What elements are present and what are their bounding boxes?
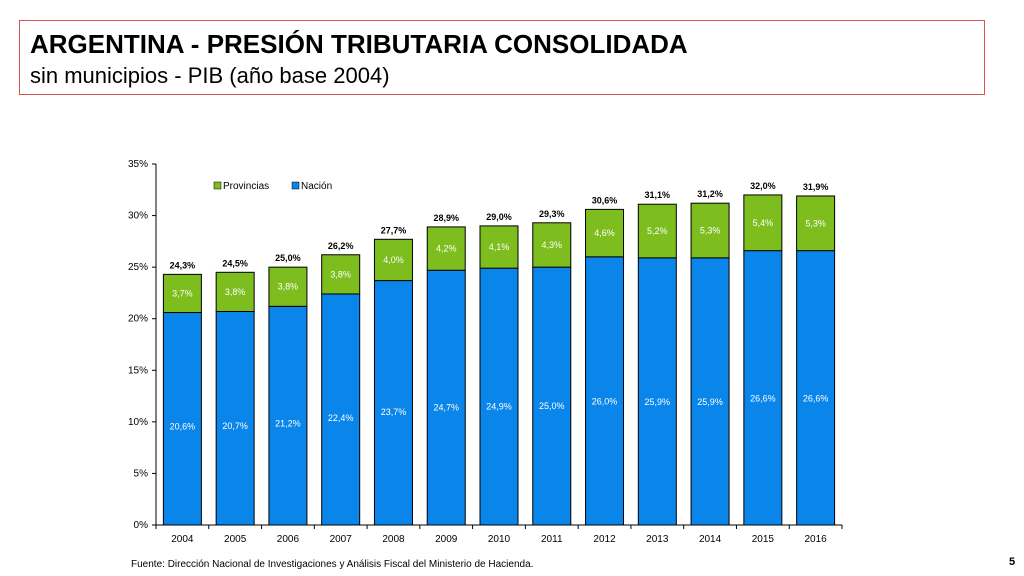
bar-provincias — [532, 222, 572, 268]
data-label-total: 29,0% — [486, 212, 512, 222]
bar-nacion — [162, 312, 202, 526]
bar-provincias — [796, 195, 836, 252]
bar-nacion — [796, 250, 836, 526]
x-tick-label: 2006 — [277, 534, 300, 545]
data-label-nacion: 21,2% — [275, 419, 301, 429]
data-label-total: 30,6% — [592, 195, 618, 205]
bar-provincias — [585, 208, 625, 258]
x-tick-label: 2016 — [804, 534, 827, 545]
legend-swatch-nacion — [291, 181, 300, 190]
x-tick-label: 2011 — [541, 534, 563, 545]
source-note: Fuente: Dirección Nacional de Investigac… — [131, 559, 534, 570]
data-label-provincias: 5,3% — [700, 226, 721, 236]
bar-provincias — [479, 225, 519, 269]
data-label-nacion: 23,7% — [381, 407, 407, 417]
data-label-provincias: 4,1% — [489, 242, 510, 252]
data-label-nacion: 26,6% — [750, 394, 776, 404]
bar-provincias — [321, 254, 361, 295]
bar-provincias — [690, 202, 730, 259]
data-label-total: 24,3% — [170, 260, 196, 270]
data-label-provincias: 4,2% — [436, 244, 457, 254]
bar-provincias — [426, 226, 466, 271]
data-label-total: 28,9% — [433, 213, 459, 223]
data-label-provincias: 3,8% — [225, 287, 246, 297]
bar-nacion — [743, 250, 783, 526]
bar-provincias — [162, 273, 202, 314]
data-label-total: 32,0% — [750, 181, 776, 191]
legend-label-nacion: Nación — [301, 181, 332, 192]
data-label-nacion: 25,0% — [539, 401, 565, 411]
data-label-total: 24,5% — [222, 258, 248, 268]
bar-nacion — [637, 257, 677, 526]
x-tick-label: 2014 — [699, 534, 722, 545]
x-tick-label: 2015 — [752, 534, 775, 545]
data-label-provincias: 4,6% — [594, 228, 615, 238]
bar-nacion — [585, 256, 625, 526]
y-tick-label: 10% — [128, 417, 148, 428]
y-tick-label: 0% — [134, 520, 149, 531]
legend-swatch-provincias — [213, 181, 222, 190]
bar-provincias — [637, 203, 677, 259]
y-tick-label: 20% — [128, 314, 148, 325]
x-tick-label: 2004 — [171, 534, 194, 545]
bar-nacion — [373, 280, 413, 526]
x-tick-label: 2013 — [646, 534, 669, 545]
data-label-nacion: 25,9% — [645, 397, 671, 407]
data-label-nacion: 25,9% — [697, 397, 723, 407]
data-label-provincias: 3,7% — [172, 288, 193, 298]
data-label-nacion: 26,6% — [803, 394, 829, 404]
data-label-provincias: 3,8% — [330, 269, 351, 279]
bar-nacion — [215, 310, 255, 526]
x-tick-label: 2005 — [224, 534, 247, 545]
data-label-total: 31,1% — [645, 190, 671, 200]
data-label-nacion: 24,9% — [486, 401, 512, 411]
bar-nacion — [321, 293, 361, 526]
x-tick-label: 2009 — [435, 534, 458, 545]
bar-provincias — [215, 271, 255, 312]
data-label-nacion: 26,0% — [592, 396, 618, 406]
data-label-total: 26,2% — [328, 241, 354, 251]
data-label-total: 31,9% — [803, 182, 829, 192]
data-label-total: 31,2% — [697, 189, 723, 199]
bar-provincias — [268, 266, 308, 307]
y-tick-label: 30% — [128, 211, 148, 222]
bar-nacion — [268, 305, 308, 526]
title-box: ARGENTINA - PRESIÓN TRIBUTARIA CONSOLIDA… — [19, 20, 985, 95]
y-tick-label: 15% — [128, 365, 148, 376]
data-label-nacion: 22,4% — [328, 413, 354, 423]
data-label-provincias: 4,3% — [542, 240, 563, 250]
data-label-provincias: 5,2% — [647, 226, 668, 236]
data-label-provincias: 5,3% — [805, 218, 826, 228]
page-subtitle: sin municipios - PIB (año base 2004) — [30, 63, 390, 88]
bar-nacion — [479, 267, 519, 526]
data-label-nacion: 24,7% — [433, 402, 459, 412]
bar-nacion — [690, 257, 730, 526]
y-tick-label: 5% — [134, 468, 149, 479]
data-label-provincias: 3,8% — [278, 282, 299, 292]
y-tick-label: 25% — [128, 262, 148, 273]
data-label-total: 27,7% — [381, 225, 407, 235]
x-tick-label: 2010 — [488, 534, 511, 545]
x-tick-label: 2008 — [382, 534, 405, 545]
bar-nacion — [426, 269, 466, 526]
data-label-nacion: 20,7% — [222, 421, 248, 431]
bar-nacion — [532, 266, 572, 526]
data-label-total: 25,0% — [275, 253, 301, 263]
data-label-nacion: 20,6% — [170, 421, 196, 431]
data-label-total: 29,3% — [539, 209, 565, 219]
bar-provincias — [743, 194, 783, 252]
legend-label-provincias: Provincias — [223, 181, 269, 192]
x-tick-label: 2012 — [593, 534, 616, 545]
bar-provincias — [373, 238, 413, 282]
y-tick-label: 35% — [128, 159, 148, 170]
page-title: ARGENTINA - PRESIÓN TRIBUTARIA CONSOLIDA… — [30, 29, 688, 59]
data-label-provincias: 5,4% — [753, 218, 774, 228]
page-number: 5 — [1009, 556, 1016, 568]
x-tick-label: 2007 — [330, 534, 353, 545]
data-label-provincias: 4,0% — [383, 255, 404, 265]
